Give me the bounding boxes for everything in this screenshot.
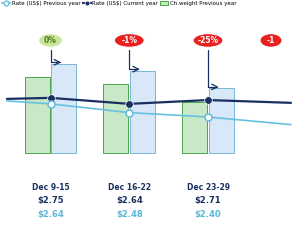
Bar xyxy=(209,88,234,153)
Text: Dec 16-22: Dec 16-22 xyxy=(108,183,151,192)
Text: -25%: -25% xyxy=(197,36,219,45)
Bar xyxy=(130,70,155,153)
Bar xyxy=(51,64,76,153)
Bar xyxy=(182,102,207,153)
Text: $2.64: $2.64 xyxy=(37,210,64,219)
Ellipse shape xyxy=(193,34,223,47)
Text: Dec 23-29: Dec 23-29 xyxy=(187,183,230,192)
Text: Dec 9-15: Dec 9-15 xyxy=(32,183,69,192)
Text: $2.64: $2.64 xyxy=(116,196,142,205)
Text: 0%: 0% xyxy=(44,36,57,45)
Text: -1%: -1% xyxy=(121,36,137,45)
Bar xyxy=(103,84,128,153)
Ellipse shape xyxy=(260,34,282,47)
Text: $2.75: $2.75 xyxy=(37,196,64,205)
Text: -1: -1 xyxy=(267,36,275,45)
Ellipse shape xyxy=(39,34,62,47)
Text: $2.48: $2.48 xyxy=(116,210,142,219)
Ellipse shape xyxy=(114,34,144,47)
Text: $2.40: $2.40 xyxy=(195,210,221,219)
Legend: Rate (US$) Previous year, Rate (US$) Current year, Ch.weight Previous year: Rate (US$) Previous year, Rate (US$) Cur… xyxy=(0,0,239,8)
Text: $2.71: $2.71 xyxy=(195,196,221,205)
Bar xyxy=(25,77,50,153)
